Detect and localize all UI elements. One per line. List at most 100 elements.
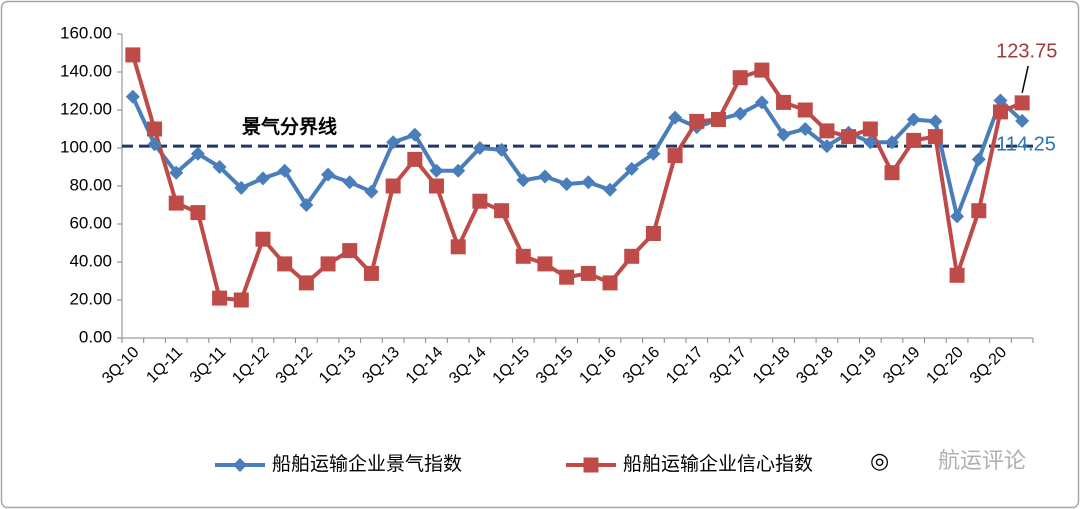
point [190,205,206,221]
point [472,141,487,155]
y-tick-label: 40.00 [69,251,112,270]
point [298,275,314,291]
point [147,121,163,137]
point [971,152,986,167]
point [537,256,553,272]
point [429,178,445,194]
y-tick-label: 80.00 [69,175,112,194]
point [732,70,748,86]
point [407,151,423,167]
point [342,243,358,259]
y-tick-label: 120.00 [60,99,112,118]
legend-marker [583,457,599,473]
point [863,135,878,150]
point [841,129,857,145]
point [364,184,379,199]
value-label: 114.25 [996,133,1056,155]
point [494,203,510,219]
legend-label: 船舶运输企业景气指数 [272,453,462,475]
point [386,135,401,150]
point [668,110,683,125]
point [255,231,271,247]
point [321,167,336,182]
point [233,292,249,308]
point [798,122,813,136]
point [451,163,466,178]
point [581,175,596,190]
point [906,132,922,148]
value-label: 123.75 [996,40,1057,62]
point [885,135,900,150]
point [277,163,292,178]
point [776,94,792,110]
point [277,256,293,272]
point [603,182,618,197]
point [927,129,943,145]
point [710,112,726,127]
point [906,112,921,127]
point [819,123,835,139]
watermark: 航运评论 [938,448,1026,473]
reference-label: 景气分界线 [242,115,337,138]
point [667,148,683,164]
point [754,62,770,78]
y-tick-label: 100.00 [60,137,112,156]
point [559,177,574,192]
point [776,127,791,142]
point [580,265,596,281]
point [342,175,357,190]
point [537,169,552,184]
point [516,173,531,188]
point [169,165,184,180]
point [299,198,314,212]
point [212,160,227,174]
point [190,146,205,161]
y-tick-label: 60.00 [69,213,112,232]
point [689,113,705,129]
point [950,209,965,224]
y-tick-label: 0.00 [79,327,112,346]
point [429,163,444,178]
point [949,267,965,283]
point [515,248,531,264]
legend-label: 船舶运输企业信心指数 [623,453,813,475]
point [320,256,336,272]
point [234,180,249,195]
point [884,165,900,181]
point [1014,95,1030,111]
point [147,137,162,152]
point [646,146,661,161]
point [754,95,769,110]
point [797,102,813,118]
point [125,47,141,63]
point [624,248,640,264]
point [472,193,488,209]
point [862,121,878,137]
point [819,139,834,154]
point [992,104,1008,120]
point [125,89,140,104]
point [385,178,401,194]
point [1015,113,1030,128]
point [363,265,379,281]
watermark-icon: ◎ [870,448,889,473]
y-tick-label: 140.00 [60,61,112,80]
point [212,290,228,306]
point [559,269,575,285]
y-tick-label: 20.00 [69,289,112,308]
point [494,142,509,157]
legend-marker [233,458,247,472]
point [645,226,661,241]
label-leader [1021,65,1029,94]
y-tick-label: 160.00 [60,23,112,42]
point [407,127,422,142]
point [733,106,748,121]
point [450,239,466,255]
point [928,114,943,129]
point [255,171,270,186]
point [993,93,1008,108]
point [168,195,184,211]
